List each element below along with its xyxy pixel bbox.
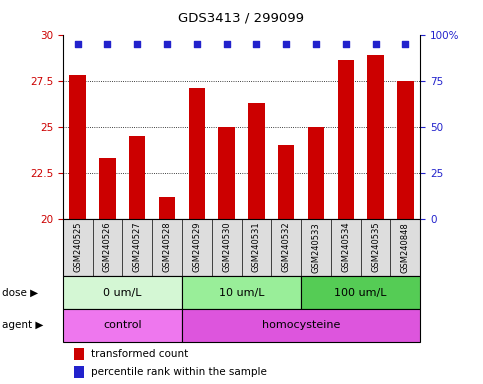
Text: GSM240534: GSM240534 [341, 222, 350, 272]
Bar [159, 197, 175, 219]
Text: GSM240532: GSM240532 [282, 222, 291, 272]
Text: percentile rank within the sample: percentile rank within the sample [91, 367, 267, 377]
Point [312, 41, 320, 47]
Point [74, 41, 82, 47]
Point [104, 41, 112, 47]
Text: GSM240529: GSM240529 [192, 222, 201, 272]
Point [223, 41, 230, 47]
Text: GDS3413 / 299099: GDS3413 / 299099 [179, 12, 304, 25]
Text: GSM240526: GSM240526 [103, 222, 112, 272]
Text: GSM240848: GSM240848 [401, 222, 410, 273]
Bar [397, 81, 413, 219]
Text: 100 um/L: 100 um/L [334, 288, 387, 298]
Bar [73, 348, 84, 359]
Point [253, 41, 260, 47]
Text: GSM240528: GSM240528 [163, 222, 171, 272]
Text: GSM240533: GSM240533 [312, 222, 320, 273]
Point [401, 41, 409, 47]
Text: 10 um/L: 10 um/L [219, 288, 264, 298]
Bar [338, 60, 354, 219]
Point [372, 41, 380, 47]
Text: GSM240535: GSM240535 [371, 222, 380, 272]
Text: control: control [103, 320, 142, 331]
Bar [301, 276, 420, 309]
Text: 0 um/L: 0 um/L [103, 288, 142, 298]
Bar [63, 276, 182, 309]
Text: GSM240525: GSM240525 [73, 222, 82, 272]
Bar [189, 88, 205, 219]
Text: homocysteine: homocysteine [262, 320, 340, 331]
Bar [99, 158, 115, 219]
Bar [182, 276, 301, 309]
Text: GSM240531: GSM240531 [252, 222, 261, 272]
Point [163, 41, 171, 47]
Bar [278, 145, 294, 219]
Bar [129, 136, 145, 219]
Bar [248, 103, 265, 219]
Text: GSM240527: GSM240527 [133, 222, 142, 272]
Bar [308, 127, 324, 219]
Point [133, 41, 141, 47]
Text: agent ▶: agent ▶ [2, 320, 44, 331]
Point [342, 41, 350, 47]
Bar [73, 366, 84, 378]
Text: GSM240530: GSM240530 [222, 222, 231, 272]
Text: dose ▶: dose ▶ [2, 288, 39, 298]
Bar [182, 309, 420, 342]
Bar [70, 75, 86, 219]
Point [193, 41, 201, 47]
Bar [368, 55, 384, 219]
Text: transformed count: transformed count [91, 349, 189, 359]
Bar [218, 127, 235, 219]
Point [282, 41, 290, 47]
Bar [63, 309, 182, 342]
